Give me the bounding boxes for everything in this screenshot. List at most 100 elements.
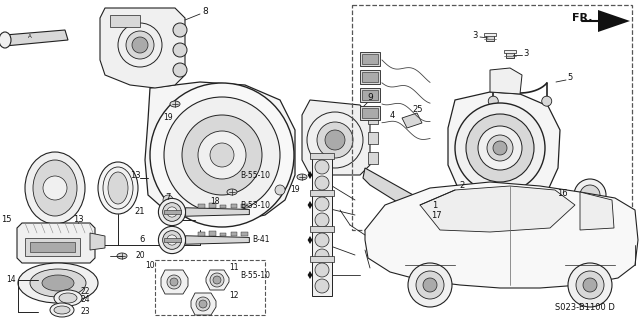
Bar [504,50,516,53]
Ellipse shape [103,167,133,209]
Bar [360,88,380,102]
Circle shape [445,222,455,232]
Polygon shape [230,232,237,236]
Text: S023-B1100 D: S023-B1100 D [555,303,615,313]
Bar [362,72,378,82]
Circle shape [150,83,294,227]
Circle shape [315,197,329,211]
Text: 13: 13 [130,172,140,181]
Bar [312,260,332,296]
Ellipse shape [227,189,237,195]
Circle shape [164,97,280,213]
Polygon shape [308,236,312,244]
Circle shape [43,176,67,200]
Circle shape [416,271,444,299]
Circle shape [199,300,207,308]
Polygon shape [365,182,638,288]
Ellipse shape [117,253,127,259]
Circle shape [173,63,187,77]
Circle shape [580,185,600,205]
Circle shape [163,231,181,249]
Bar [362,108,378,118]
Circle shape [466,114,534,182]
Polygon shape [587,211,598,245]
Polygon shape [302,100,370,175]
Circle shape [568,263,612,307]
Circle shape [583,278,597,292]
Polygon shape [209,231,216,236]
Circle shape [317,122,353,158]
Bar [368,112,378,124]
Circle shape [315,213,329,227]
Circle shape [163,195,173,205]
Polygon shape [206,270,229,290]
Circle shape [451,209,469,227]
Polygon shape [490,68,522,94]
Polygon shape [161,270,188,294]
Ellipse shape [98,162,138,214]
Ellipse shape [25,152,85,224]
Text: 14: 14 [6,276,16,285]
Ellipse shape [54,290,82,306]
Circle shape [210,273,224,287]
Bar [360,70,380,84]
Text: 8: 8 [202,8,208,17]
Polygon shape [145,82,295,220]
Text: 7: 7 [165,194,171,203]
Bar [360,106,380,120]
Text: 25: 25 [413,106,423,115]
Ellipse shape [0,32,11,48]
Polygon shape [90,233,105,250]
Text: 19: 19 [163,113,173,122]
Bar [312,157,332,193]
Circle shape [210,143,234,167]
Text: 16: 16 [557,189,568,197]
Circle shape [275,185,285,195]
Circle shape [126,31,154,59]
Circle shape [488,96,499,106]
Ellipse shape [18,263,98,303]
Circle shape [158,198,186,226]
Ellipse shape [439,221,455,233]
Circle shape [446,204,474,232]
Circle shape [576,271,604,299]
Text: B-41: B-41 [253,235,270,244]
Text: 2: 2 [460,181,465,189]
Polygon shape [220,233,227,236]
Bar [352,5,632,230]
Bar [163,238,180,242]
Polygon shape [5,30,68,46]
Circle shape [315,249,329,263]
Text: 21: 21 [134,207,145,217]
Bar [312,230,332,266]
Text: 18: 18 [211,197,220,206]
Bar [25,238,80,256]
Bar [484,33,496,36]
Circle shape [196,297,210,311]
Circle shape [455,103,545,193]
Circle shape [478,126,522,170]
Circle shape [315,233,329,247]
Ellipse shape [42,275,74,291]
Text: 17: 17 [431,211,442,219]
Polygon shape [448,92,560,200]
Bar [368,132,378,144]
Text: 4: 4 [390,110,395,120]
Circle shape [167,235,177,245]
Ellipse shape [54,306,70,314]
Bar [310,190,334,196]
Polygon shape [402,113,422,128]
Bar [163,210,180,214]
Text: 12: 12 [229,291,239,300]
Bar [312,194,332,230]
Polygon shape [308,201,312,209]
Circle shape [132,37,148,53]
Circle shape [315,263,329,277]
Polygon shape [580,192,614,230]
Circle shape [574,179,606,211]
Polygon shape [198,204,205,208]
Bar [110,15,140,27]
Bar [310,256,334,262]
Text: B-55-10: B-55-10 [240,271,270,279]
Polygon shape [198,232,205,236]
